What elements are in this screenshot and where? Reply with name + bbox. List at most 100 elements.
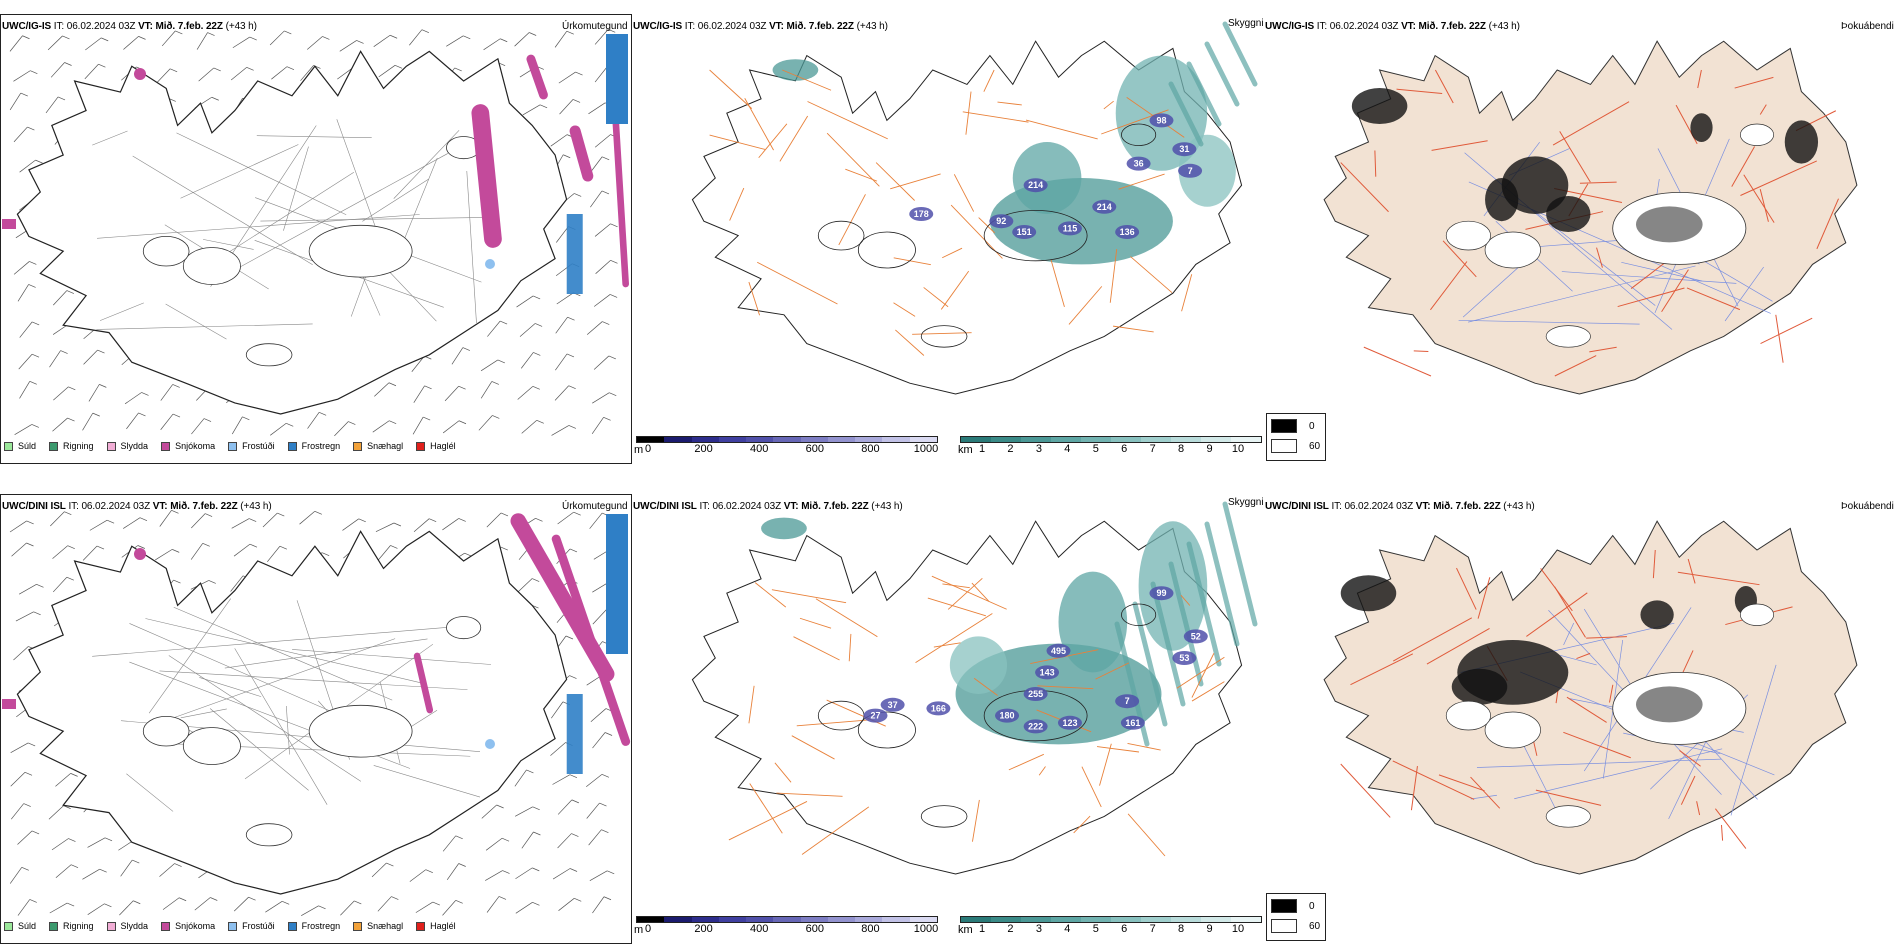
wind-barb xyxy=(485,870,503,881)
wind-barb xyxy=(373,34,391,47)
wind-barb-flag xyxy=(174,863,182,867)
glacier-outline xyxy=(1121,603,1157,627)
wind-barb xyxy=(589,870,608,882)
glacier-outline xyxy=(983,210,1088,262)
road-line xyxy=(1470,776,1501,809)
wind-barb-flag xyxy=(277,512,285,517)
wind-barb-flag xyxy=(173,579,181,584)
wind-barb-flag xyxy=(492,415,500,419)
wind-barb xyxy=(487,320,501,337)
visibility-label: 151 xyxy=(1017,227,1032,237)
wind-barb-flag xyxy=(211,96,219,101)
panel-header-1c: UWC/IG-IS IT: 06.02.2024 03Z VT: Mið. 7.… xyxy=(1265,21,1520,32)
road-line xyxy=(1442,240,1477,278)
visibility-label: 161 xyxy=(1125,718,1140,728)
river-line xyxy=(1621,261,1703,282)
wind-barb xyxy=(442,900,456,916)
wind-barb-flag xyxy=(388,382,397,387)
road-line xyxy=(1103,100,1114,110)
low-visibility-streak xyxy=(1186,61,1222,127)
road-line xyxy=(973,677,998,696)
road-line xyxy=(1008,753,1045,771)
wind-barb-flag xyxy=(423,416,431,421)
road-line xyxy=(1743,174,1775,223)
visibility-label: 495 xyxy=(1051,646,1066,656)
precip-legend-label: Haglél xyxy=(430,921,456,931)
land-area xyxy=(1323,40,1858,395)
road-line xyxy=(942,583,970,589)
wind-barb-flag xyxy=(208,580,216,584)
wind-barb xyxy=(592,896,605,914)
precip-legend-swatch xyxy=(287,441,297,451)
wind-barb xyxy=(480,359,499,372)
road-line xyxy=(1350,653,1414,686)
low-cloud-base-patch xyxy=(1115,694,1140,709)
wind-barb xyxy=(589,156,603,173)
road-line xyxy=(1535,789,1602,806)
wind-barb-flag xyxy=(534,323,543,327)
wind-barb xyxy=(83,349,98,365)
coastline xyxy=(16,50,568,415)
wind-barb-flag xyxy=(500,512,509,517)
wind-barb xyxy=(521,420,538,434)
road-line xyxy=(875,162,915,201)
wind-barb-flag xyxy=(574,193,582,197)
wind-barb-flag xyxy=(207,32,215,36)
colorbar-swatch xyxy=(855,437,883,442)
fog-swatch-60 xyxy=(1271,439,1297,453)
precip-legend-label: Súld xyxy=(18,441,37,451)
fog-index-map xyxy=(1323,40,1858,395)
road-line xyxy=(1576,652,1591,660)
road-line xyxy=(709,134,766,150)
wind-barb xyxy=(589,512,603,529)
colorbar-swatch xyxy=(882,437,910,442)
precip-legend-item: Rigning xyxy=(49,441,94,451)
wind-barb xyxy=(15,611,34,622)
colorbar-tick: 0 xyxy=(644,443,652,455)
wind-barb xyxy=(52,545,68,559)
wind-barb xyxy=(375,522,395,533)
wind-barb xyxy=(19,321,33,338)
wind-barb xyxy=(87,837,106,848)
road-line xyxy=(1552,101,1630,146)
wind-barb-flag xyxy=(532,901,540,906)
freezing-rain-area xyxy=(566,214,583,294)
wind-barb-flag xyxy=(569,868,578,872)
wind-barb xyxy=(558,71,576,84)
wind-barb xyxy=(594,66,608,83)
glacier-area xyxy=(1739,603,1774,626)
wind-barb xyxy=(126,412,139,430)
road-line xyxy=(1714,808,1747,849)
low-visibility-streak xyxy=(1204,41,1240,107)
precip-legend-label: Snjókoma xyxy=(175,441,216,451)
colorbar-tick: 9 xyxy=(1206,923,1213,935)
visibility-label: 136 xyxy=(1120,227,1135,237)
wind-barb xyxy=(514,806,533,817)
glacier-outline xyxy=(245,823,293,847)
road-line xyxy=(776,792,843,797)
visibility-label: 123 xyxy=(1062,718,1077,728)
road-line xyxy=(1734,76,1774,89)
wind-barb xyxy=(442,835,456,852)
glacier-outline xyxy=(446,616,482,640)
colorbar-unit: m xyxy=(634,444,644,456)
wind-barb xyxy=(594,29,609,45)
wind-barb xyxy=(557,511,574,525)
wind-barb-flag xyxy=(501,837,510,842)
wind-barb-flag xyxy=(70,773,78,777)
precip-legend-swatch xyxy=(416,441,426,451)
road-line xyxy=(826,132,880,187)
wind-barb xyxy=(550,134,568,147)
road-line xyxy=(97,214,420,239)
road-line xyxy=(1130,256,1173,294)
wind-barb xyxy=(88,384,100,402)
land-area xyxy=(1323,520,1858,875)
glacier-area xyxy=(1484,231,1541,269)
precip-legend-item: Snjókoma xyxy=(161,921,215,931)
colorbar-swatch xyxy=(991,917,1021,922)
wind-barb-flag xyxy=(171,509,179,514)
visibility-map: 99 52 53 495 143 255 37 166 180 222 123 161 7 27 xyxy=(691,501,1258,875)
low-visibility-area xyxy=(1012,142,1082,214)
wind-barb-flag xyxy=(462,347,471,351)
road-line xyxy=(168,655,362,782)
